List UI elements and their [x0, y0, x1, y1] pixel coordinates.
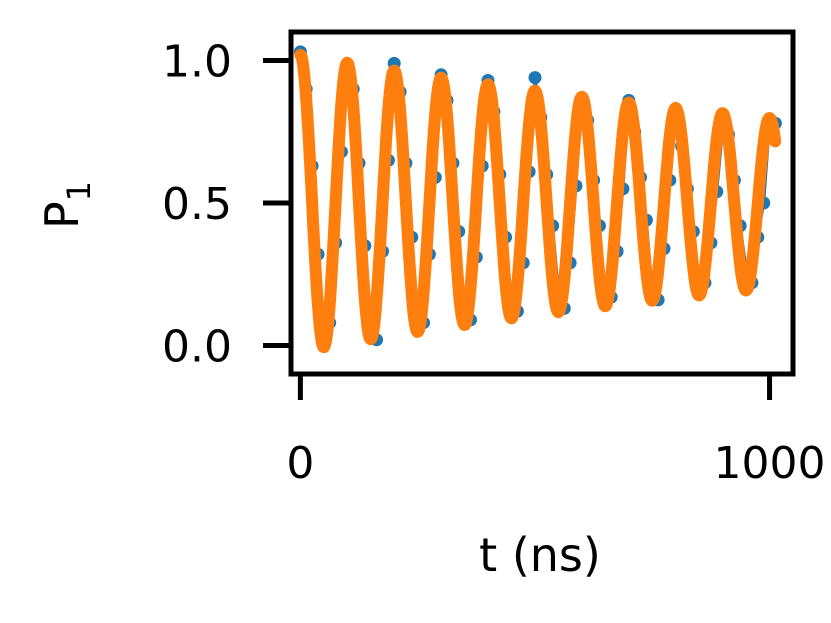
plot-area — [293, 45, 782, 353]
x-tick-label: 1000 — [714, 438, 826, 489]
x-tick-label: 0 — [286, 438, 314, 489]
x-axis-label: t (ns) — [479, 528, 601, 582]
y-axis-label: P1 — [35, 181, 98, 229]
data-point — [528, 71, 542, 85]
y-tick-label: 1.0 — [162, 37, 232, 88]
y-tick-label: 0.5 — [162, 179, 232, 230]
fit-curve — [294, 48, 782, 353]
y-axis-label-main: P — [35, 201, 89, 229]
y-axis-label-subscript: 1 — [60, 181, 98, 201]
svg-text:P1: P1 — [35, 181, 98, 229]
ticks: 0 1000 0.0 0.5 1.0 — [162, 37, 826, 490]
y-tick-label: 0.0 — [162, 322, 232, 373]
